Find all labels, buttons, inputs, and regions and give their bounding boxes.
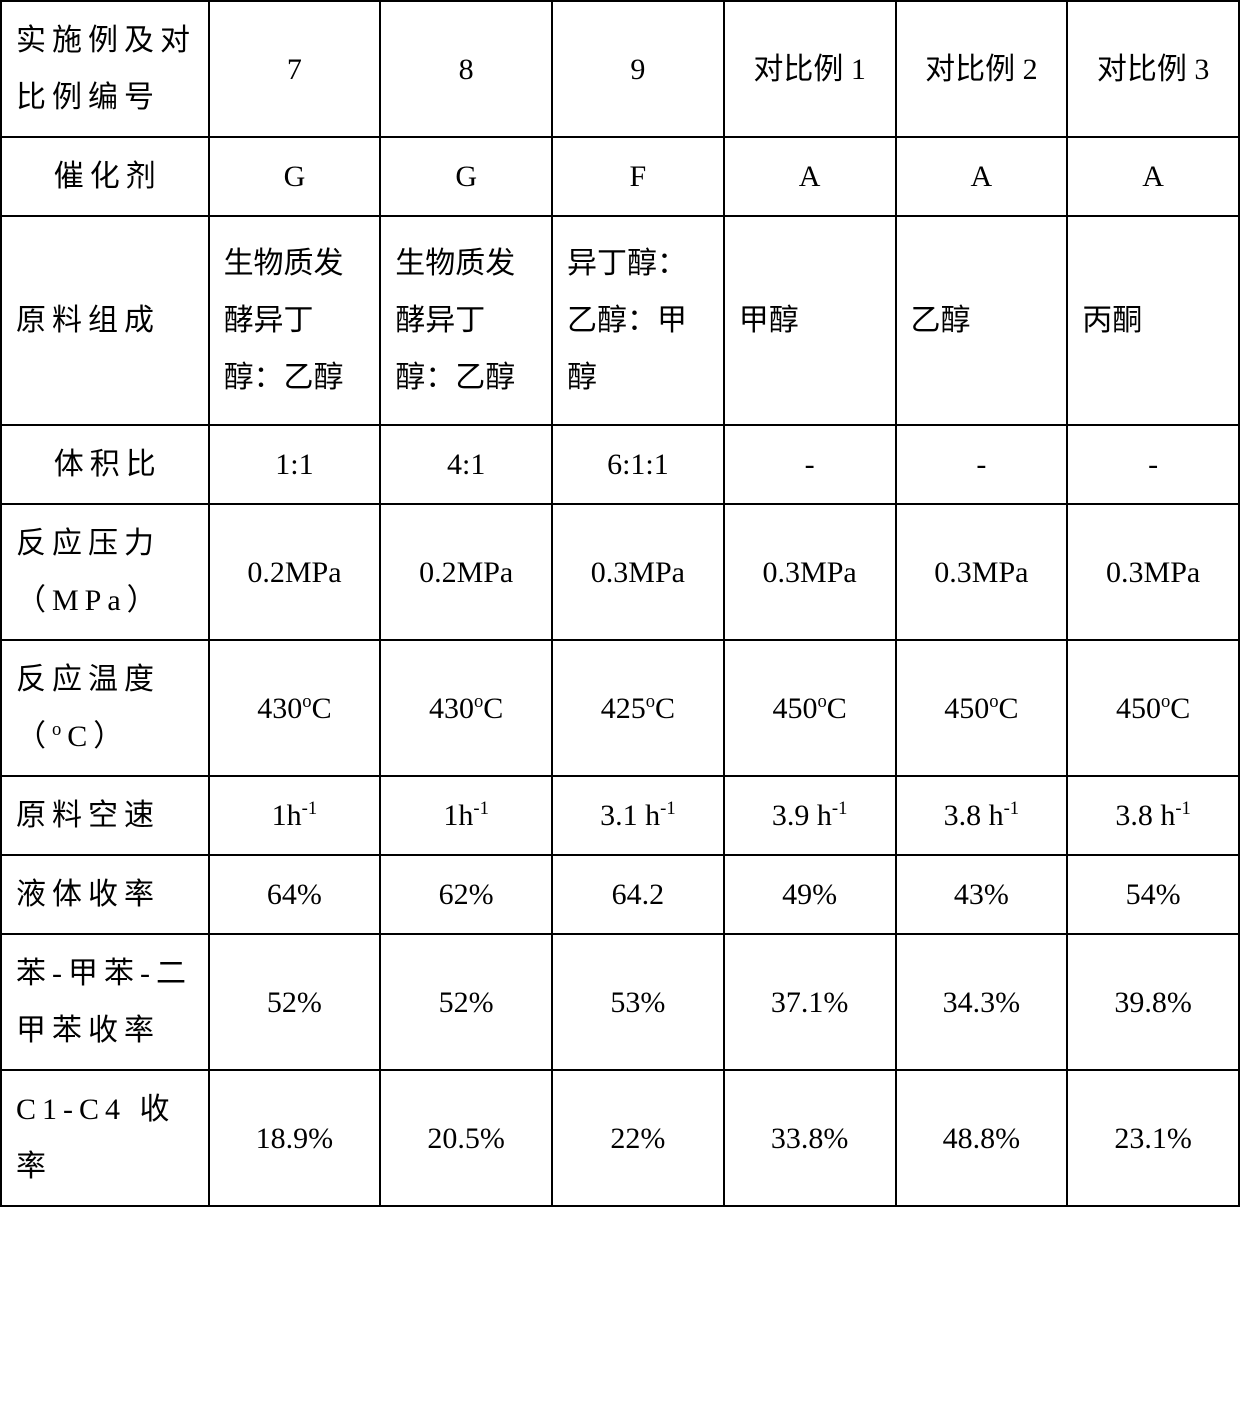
data-cell: 18.9% bbox=[209, 1070, 381, 1206]
data-cell: 3.8 h-1 bbox=[1067, 776, 1239, 855]
data-cell: F bbox=[552, 137, 724, 216]
header-cell: 8 bbox=[380, 1, 552, 137]
data-cell: 430oC bbox=[380, 640, 552, 776]
data-cell: G bbox=[209, 137, 381, 216]
data-cell: G bbox=[380, 137, 552, 216]
data-cell: 0.3MPa bbox=[552, 504, 724, 640]
row-label: 反应压力（MPa） bbox=[1, 504, 209, 640]
data-cell: 0.3MPa bbox=[724, 504, 896, 640]
data-cell: 甲醇 bbox=[724, 216, 896, 425]
data-cell: A bbox=[1067, 137, 1239, 216]
data-cell: 52% bbox=[209, 934, 381, 1070]
data-cell: 39.8% bbox=[1067, 934, 1239, 1070]
data-cell: 0.3MPa bbox=[1067, 504, 1239, 640]
table-row: 反应温度（oC）430oC430oC425oC450oC450oC450oC bbox=[1, 640, 1239, 776]
data-cell: 0.3MPa bbox=[896, 504, 1068, 640]
data-cell: 生物质发酵异丁醇：乙醇 bbox=[209, 216, 381, 425]
data-cell: 62% bbox=[380, 855, 552, 934]
data-cell: - bbox=[724, 425, 896, 504]
data-cell: 20.5% bbox=[380, 1070, 552, 1206]
data-cell: 3.8 h-1 bbox=[896, 776, 1068, 855]
data-cell: 43% bbox=[896, 855, 1068, 934]
data-cell: 4:1 bbox=[380, 425, 552, 504]
table-row: 反应压力（MPa）0.2MPa0.2MPa0.3MPa0.3MPa0.3MPa0… bbox=[1, 504, 1239, 640]
table-row: 体积比1:14:16:1:1--- bbox=[1, 425, 1239, 504]
data-cell: 1:1 bbox=[209, 425, 381, 504]
table-row: 催化剂GGFAAA bbox=[1, 137, 1239, 216]
data-cell: 64% bbox=[209, 855, 381, 934]
row-header-label: 实施例及对比例编号 bbox=[1, 1, 209, 137]
data-cell: 33.8% bbox=[724, 1070, 896, 1206]
data-cell: 49% bbox=[724, 855, 896, 934]
data-cell: 3.1 h-1 bbox=[552, 776, 724, 855]
data-cell: 34.3% bbox=[896, 934, 1068, 1070]
data-cell: 450oC bbox=[896, 640, 1068, 776]
table-row: 液体收率64%62%64.249%43%54% bbox=[1, 855, 1239, 934]
table-row: 苯-甲苯-二甲苯收率52%52%53%37.1%34.3%39.8% bbox=[1, 934, 1239, 1070]
data-cell: 3.9 h-1 bbox=[724, 776, 896, 855]
data-cell: 54% bbox=[1067, 855, 1239, 934]
header-cell: 7 bbox=[209, 1, 381, 137]
row-label: 体积比 bbox=[1, 425, 209, 504]
table-row: C1-C4 收率18.9%20.5%22%33.8%48.8%23.1% bbox=[1, 1070, 1239, 1206]
data-cell: A bbox=[724, 137, 896, 216]
data-cell: 450oC bbox=[724, 640, 896, 776]
data-cell: 48.8% bbox=[896, 1070, 1068, 1206]
data-cell: 6:1:1 bbox=[552, 425, 724, 504]
data-cell: 1h-1 bbox=[209, 776, 381, 855]
data-cell: 53% bbox=[552, 934, 724, 1070]
data-cell: 1h-1 bbox=[380, 776, 552, 855]
data-cell: 425oC bbox=[552, 640, 724, 776]
data-cell: - bbox=[1067, 425, 1239, 504]
data-cell: 0.2MPa bbox=[380, 504, 552, 640]
data-cell: 450oC bbox=[1067, 640, 1239, 776]
data-cell: 23.1% bbox=[1067, 1070, 1239, 1206]
data-table: 实施例及对比例编号789对比例 1对比例 2对比例 3催化剂GGFAAA原料组成… bbox=[0, 0, 1240, 1207]
data-cell: 0.2MPa bbox=[209, 504, 381, 640]
row-label: 液体收率 bbox=[1, 855, 209, 934]
data-cell: 52% bbox=[380, 934, 552, 1070]
row-label: 苯-甲苯-二甲苯收率 bbox=[1, 934, 209, 1070]
row-label: C1-C4 收率 bbox=[1, 1070, 209, 1206]
header-cell: 对比例 2 bbox=[896, 1, 1068, 137]
header-cell: 9 bbox=[552, 1, 724, 137]
header-cell: 对比例 3 bbox=[1067, 1, 1239, 137]
row-label: 催化剂 bbox=[1, 137, 209, 216]
data-cell: A bbox=[896, 137, 1068, 216]
table-row-header: 实施例及对比例编号789对比例 1对比例 2对比例 3 bbox=[1, 1, 1239, 137]
data-cell: 37.1% bbox=[724, 934, 896, 1070]
row-label: 原料空速 bbox=[1, 776, 209, 855]
table-row: 原料组成生物质发酵异丁醇：乙醇生物质发酵异丁醇：乙醇异丁醇：乙醇：甲醇甲醇乙醇丙… bbox=[1, 216, 1239, 425]
row-label: 原料组成 bbox=[1, 216, 209, 425]
data-cell: 乙醇 bbox=[896, 216, 1068, 425]
data-cell: 64.2 bbox=[552, 855, 724, 934]
data-cell: 22% bbox=[552, 1070, 724, 1206]
data-cell: 异丁醇：乙醇：甲醇 bbox=[552, 216, 724, 425]
data-cell: 丙酮 bbox=[1067, 216, 1239, 425]
data-cell: 生物质发酵异丁醇：乙醇 bbox=[380, 216, 552, 425]
table-row: 原料空速1h-11h-13.1 h-13.9 h-13.8 h-13.8 h-1 bbox=[1, 776, 1239, 855]
data-cell: 430oC bbox=[209, 640, 381, 776]
data-cell: - bbox=[896, 425, 1068, 504]
table-body: 实施例及对比例编号789对比例 1对比例 2对比例 3催化剂GGFAAA原料组成… bbox=[1, 1, 1239, 1206]
header-cell: 对比例 1 bbox=[724, 1, 896, 137]
row-label: 反应温度（oC） bbox=[1, 640, 209, 776]
